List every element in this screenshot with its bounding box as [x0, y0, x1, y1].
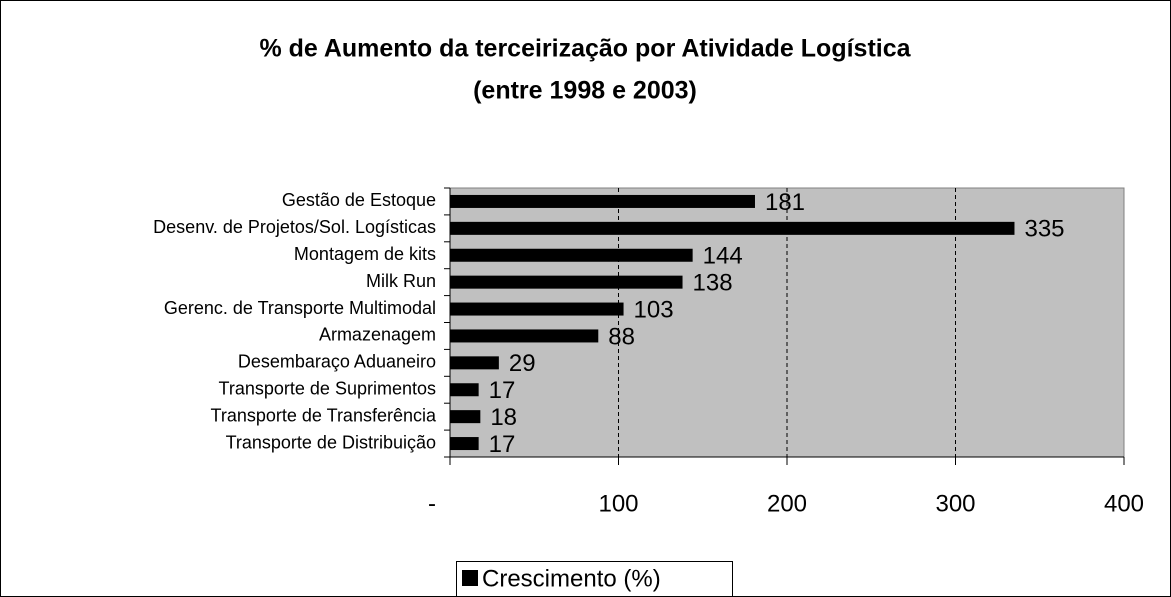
y-tick-label: Armazenagem — [319, 325, 436, 345]
y-tick-label: Desembaraço Aduaneiro — [238, 352, 436, 372]
legend-label: Crescimento (%) — [482, 565, 661, 592]
data-label: 88 — [608, 323, 635, 350]
x-tick-label: - — [428, 490, 436, 517]
x-tick-label: 200 — [767, 490, 807, 517]
bar — [450, 221, 1015, 235]
bar — [450, 437, 479, 451]
data-label: 17 — [489, 431, 516, 458]
x-tick-label: 300 — [935, 490, 975, 517]
data-label: 144 — [703, 243, 743, 270]
data-label: 29 — [509, 350, 536, 377]
y-tick-label: Gestão de Estoque — [282, 190, 436, 210]
bar — [450, 194, 755, 208]
chart-title: % de Aumento da terceirização por Ativid… — [259, 35, 911, 63]
y-tick-label: Desenv. de Projetos/Sol. Logísticas — [153, 217, 436, 237]
x-tick-label: 100 — [598, 490, 638, 517]
bar — [450, 302, 624, 316]
bar — [450, 248, 693, 262]
y-tick-label: Transporte de Transferência — [211, 405, 437, 425]
legend-box — [456, 561, 733, 597]
chart-title: (entre 1998 e 2003) — [473, 77, 697, 105]
data-label: 138 — [693, 269, 733, 296]
y-tick-label: Milk Run — [366, 271, 436, 291]
data-label: 18 — [490, 404, 517, 431]
bar — [450, 383, 479, 397]
y-tick-label: Montagem de kits — [294, 244, 436, 264]
bar — [450, 356, 499, 370]
data-label: 103 — [634, 296, 674, 323]
y-tick-label: Transporte de Distribuição — [226, 432, 436, 452]
data-label: 181 — [765, 189, 805, 216]
y-tick-label: Gerenc. de Transporte Multimodal — [164, 298, 436, 318]
data-label: 335 — [1024, 216, 1064, 243]
bar — [450, 275, 683, 289]
y-tick-label: Transporte de Suprimentos — [219, 379, 436, 399]
x-tick-label: 400 — [1104, 490, 1144, 517]
bar — [450, 410, 481, 424]
bar — [450, 329, 599, 343]
data-label: 17 — [489, 377, 516, 404]
legend-swatch — [462, 570, 478, 586]
